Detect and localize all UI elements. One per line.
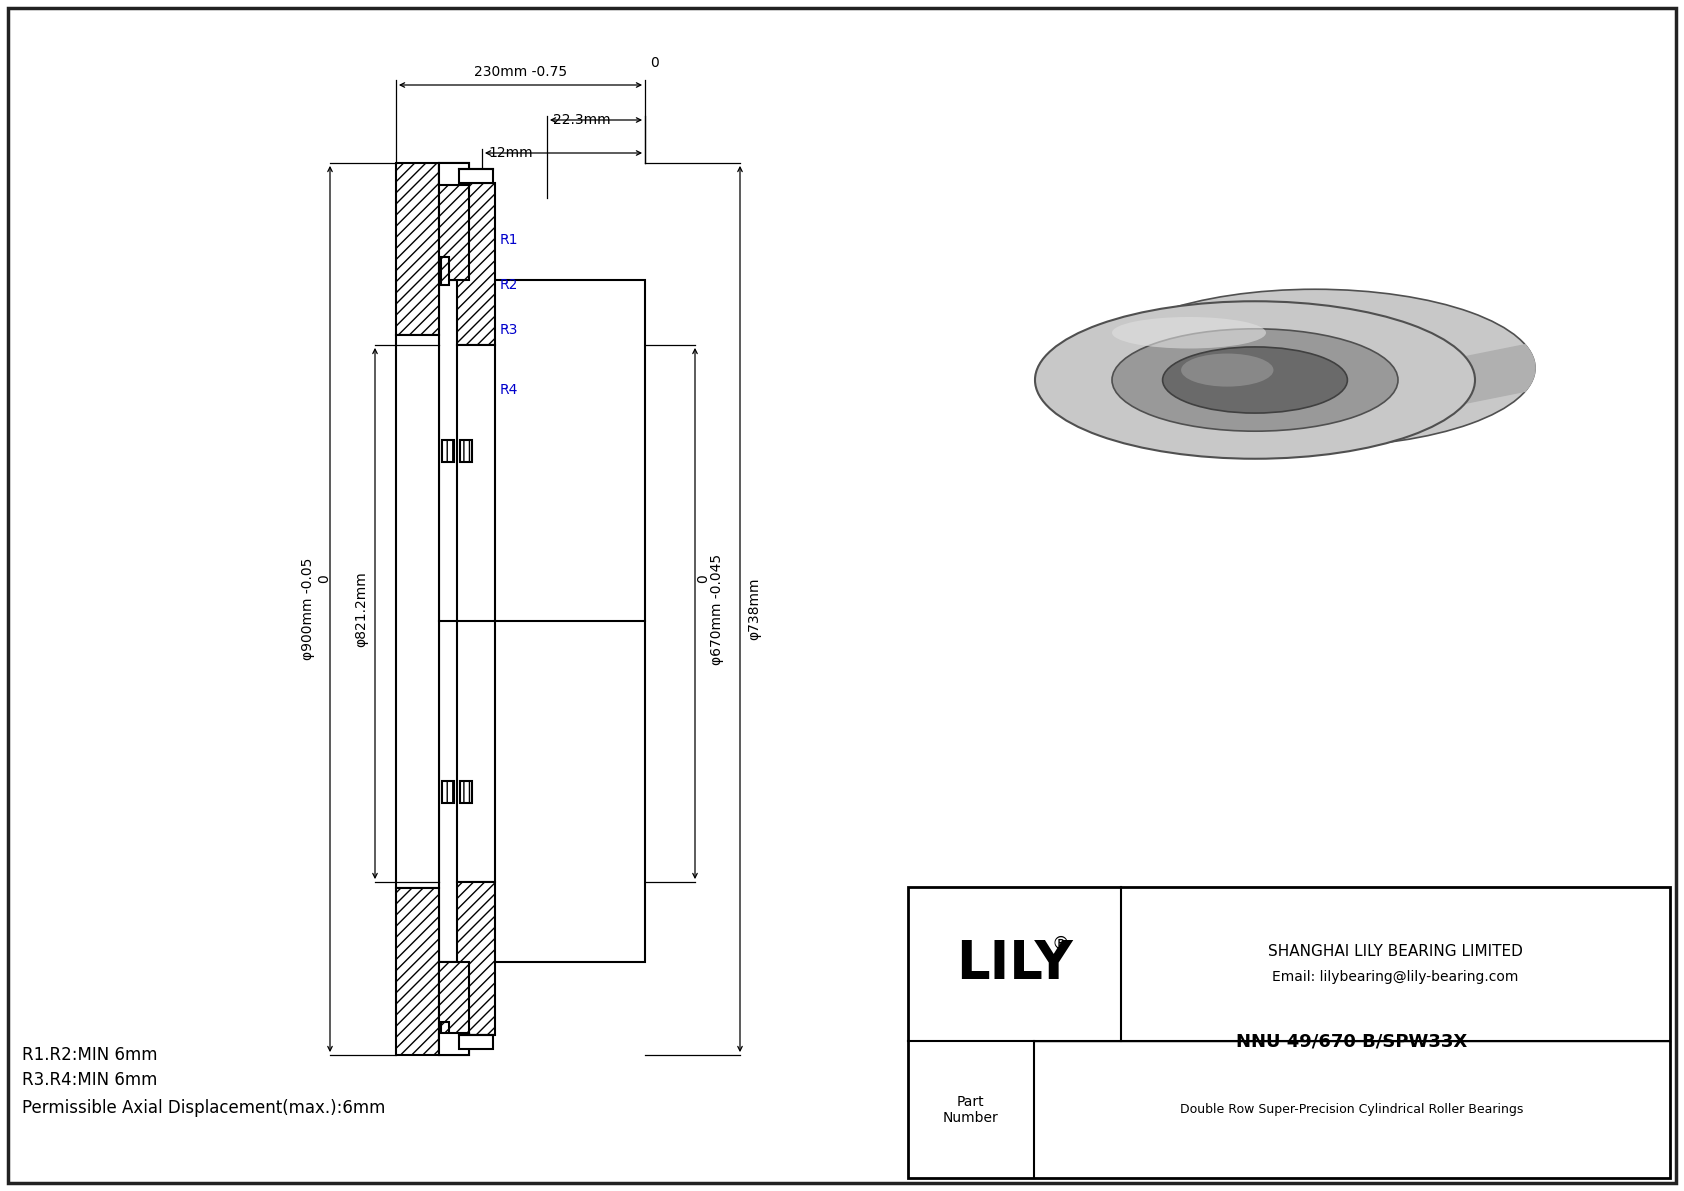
Text: φ900mm -0.05: φ900mm -0.05 bbox=[301, 557, 315, 660]
Text: Email: lilybearing@lily-bearing.com: Email: lilybearing@lily-bearing.com bbox=[1273, 971, 1519, 984]
Text: R1: R1 bbox=[500, 233, 519, 247]
Bar bbox=[460, 439, 472, 461]
Text: SHANGHAI LILY BEARING LIMITED: SHANGHAI LILY BEARING LIMITED bbox=[1268, 943, 1522, 959]
Bar bbox=[441, 1022, 450, 1050]
Polygon shape bbox=[1036, 344, 1105, 404]
Ellipse shape bbox=[1036, 301, 1475, 459]
Text: 12mm: 12mm bbox=[488, 146, 532, 160]
Ellipse shape bbox=[1250, 344, 1381, 392]
Bar bbox=[441, 439, 455, 461]
Ellipse shape bbox=[1111, 329, 1398, 431]
Bar bbox=[456, 345, 495, 883]
Bar bbox=[460, 169, 493, 183]
Text: φ670mm -0.045: φ670mm -0.045 bbox=[711, 554, 724, 665]
Text: 0: 0 bbox=[650, 56, 658, 70]
Bar bbox=[460, 1035, 493, 1049]
Ellipse shape bbox=[1180, 354, 1273, 387]
Ellipse shape bbox=[1162, 347, 1347, 413]
Text: R1.R2:MIN 6mm: R1.R2:MIN 6mm bbox=[22, 1046, 158, 1064]
Text: R3: R3 bbox=[500, 323, 519, 337]
Bar bbox=[440, 1033, 470, 1055]
Text: φ821.2mm: φ821.2mm bbox=[354, 572, 369, 647]
Text: R4: R4 bbox=[500, 384, 519, 397]
Text: Permissible Axial Displacement(max.):6mm: Permissible Axial Displacement(max.):6mm bbox=[22, 1099, 386, 1117]
Bar bbox=[396, 163, 440, 335]
Bar bbox=[440, 962, 470, 1055]
Bar bbox=[456, 183, 495, 345]
Text: 230mm -0.75: 230mm -0.75 bbox=[473, 66, 568, 79]
Text: 0: 0 bbox=[317, 574, 332, 584]
Bar bbox=[460, 780, 472, 803]
Ellipse shape bbox=[1095, 289, 1536, 447]
Bar bbox=[441, 257, 450, 285]
Polygon shape bbox=[1465, 344, 1536, 404]
Bar bbox=[396, 335, 440, 888]
Bar bbox=[456, 883, 495, 1035]
Bar bbox=[440, 163, 470, 280]
Polygon shape bbox=[1475, 368, 1536, 380]
Bar bbox=[440, 163, 470, 185]
Ellipse shape bbox=[1111, 317, 1266, 349]
Text: 22.3mm: 22.3mm bbox=[552, 113, 611, 127]
Text: ®: ® bbox=[1052, 935, 1069, 953]
Text: R2: R2 bbox=[500, 278, 519, 292]
Text: φ738mm: φ738mm bbox=[748, 578, 761, 641]
Text: Part
Number: Part Number bbox=[943, 1095, 999, 1124]
Bar bbox=[440, 280, 645, 962]
Bar bbox=[441, 780, 455, 803]
Bar bbox=[396, 888, 440, 1055]
Text: R3.R4:MIN 6mm: R3.R4:MIN 6mm bbox=[22, 1071, 157, 1089]
Text: LILY: LILY bbox=[957, 939, 1073, 990]
Text: Double Row Super-Precision Cylindrical Roller Bearings: Double Row Super-Precision Cylindrical R… bbox=[1180, 1103, 1524, 1116]
Text: 0: 0 bbox=[695, 574, 711, 584]
Text: NNU 49/670 B/SPW33X: NNU 49/670 B/SPW33X bbox=[1236, 1033, 1467, 1050]
Bar bbox=[908, 887, 1671, 1178]
